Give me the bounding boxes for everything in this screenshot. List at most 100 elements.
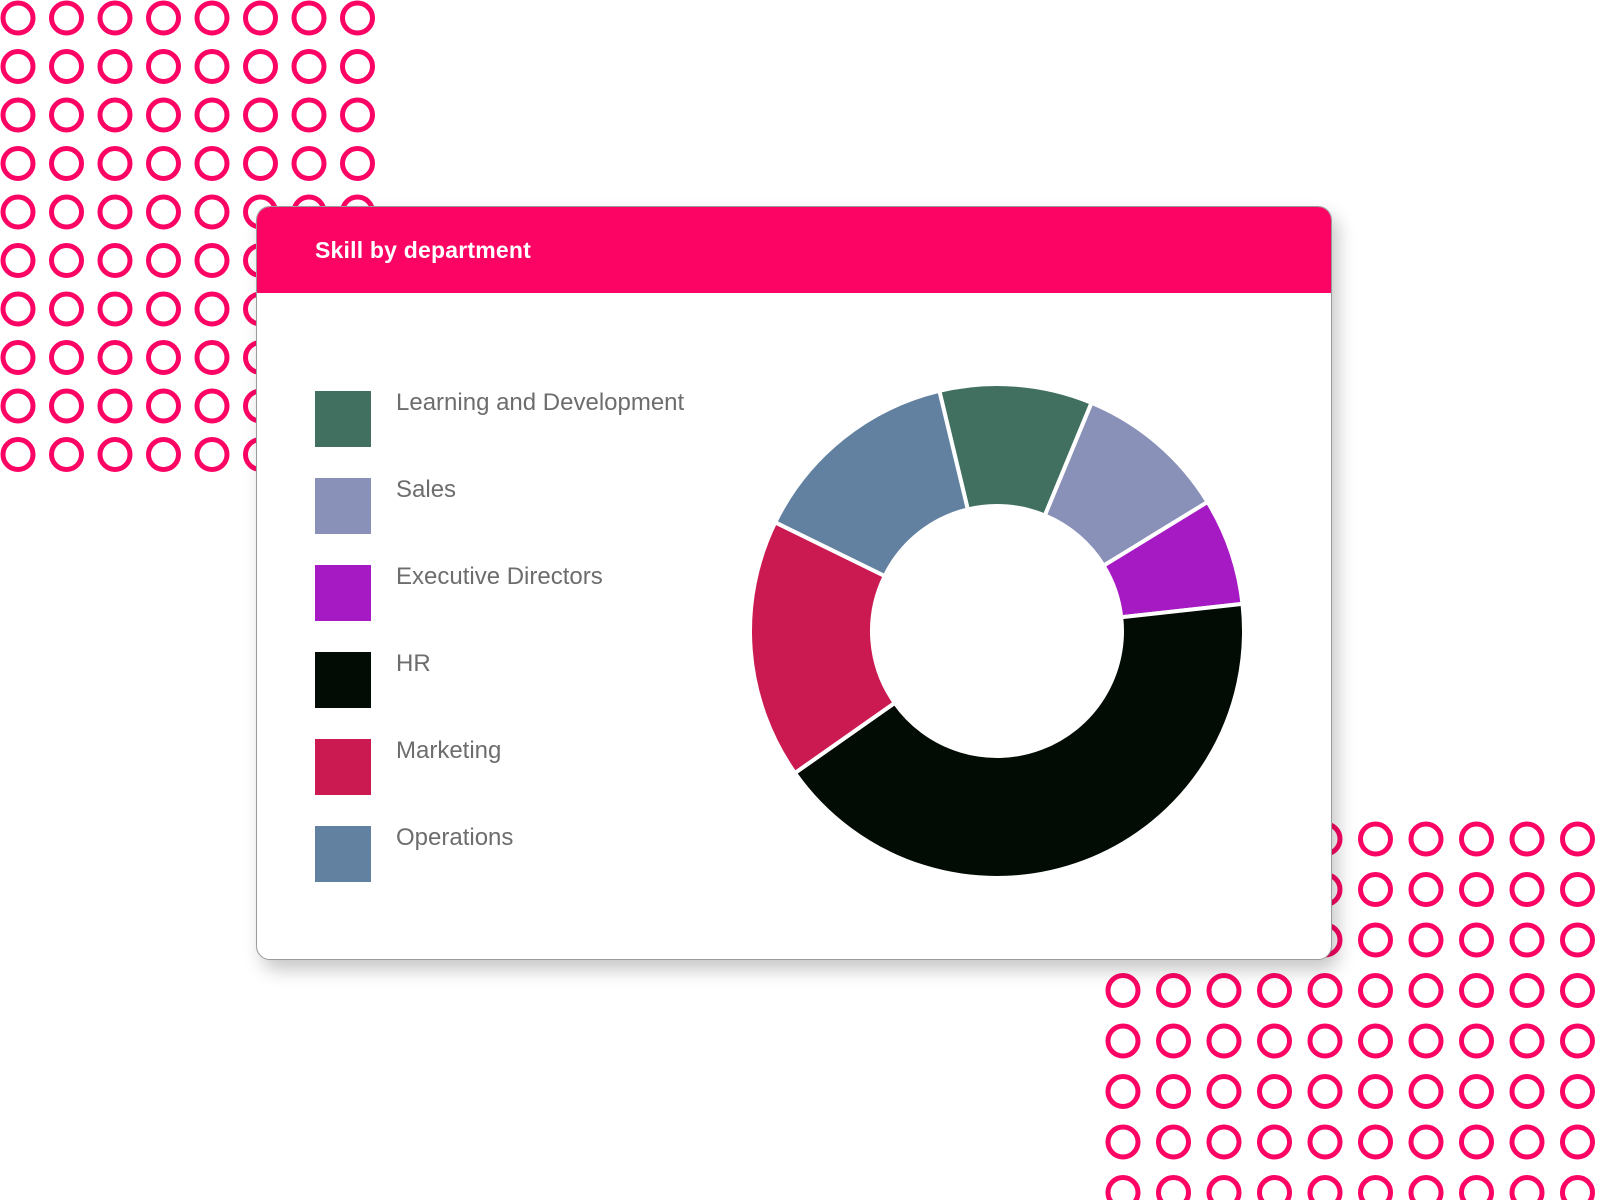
dot-bottom-right-ring xyxy=(1408,1124,1444,1160)
card-header: Skill by department xyxy=(257,207,1331,293)
dot-bottom-right-ring xyxy=(1560,872,1595,907)
dot-top-left-ring xyxy=(340,97,375,133)
dot-bottom-right-ring xyxy=(1257,973,1292,1008)
dot-bottom-right-ring xyxy=(1358,1124,1393,1160)
dot-bottom-right-ring xyxy=(1156,1124,1191,1160)
dot-bottom-right-ring xyxy=(1459,1175,1494,1200)
dot-top-left-ring xyxy=(340,49,375,84)
dot-bottom-right-ring xyxy=(1459,872,1494,907)
dot-top-left-ring xyxy=(49,97,84,133)
legend-swatch xyxy=(315,478,371,534)
dot-bottom-right-ring xyxy=(1459,922,1494,958)
dot-bottom-right-ring xyxy=(1560,1074,1595,1109)
dot-top-left-ring xyxy=(146,97,181,133)
dot-top-left-ring xyxy=(194,243,230,278)
dot-bottom-right-ring xyxy=(1358,1074,1393,1109)
dot-bottom-right-ring xyxy=(1459,1023,1494,1059)
dot-top-left-ring xyxy=(49,194,84,230)
dot-top-left-ring xyxy=(0,194,36,230)
dot-top-left-ring xyxy=(243,49,278,84)
dot-bottom-right-ring xyxy=(1509,1124,1545,1160)
dot-bottom-right-ring xyxy=(1307,973,1343,1008)
dot-bottom-right-ring xyxy=(1509,973,1545,1008)
dot-bottom-right-ring xyxy=(1560,1124,1595,1160)
dot-top-left-ring xyxy=(0,0,36,36)
dot-bottom-right-ring xyxy=(1509,821,1545,857)
legend-label: Marketing xyxy=(396,737,502,764)
dot-bottom-right-ring xyxy=(1156,1175,1191,1200)
dot-top-left-ring xyxy=(0,97,36,133)
dot-top-left-ring xyxy=(243,146,278,181)
dot-top-left-ring xyxy=(146,340,181,375)
dot-top-left-ring xyxy=(291,146,327,181)
dot-bottom-right-ring xyxy=(1156,1023,1191,1059)
dot-bottom-right-ring xyxy=(1206,973,1242,1008)
dot-top-left-ring xyxy=(146,194,181,230)
dot-bottom-right-ring xyxy=(1509,1175,1545,1200)
dot-top-left-ring xyxy=(49,291,84,327)
dot-top-left-ring xyxy=(0,146,36,181)
dot-bottom-right-ring xyxy=(1408,973,1444,1008)
dot-top-left-ring xyxy=(97,49,133,84)
dot-top-left-ring xyxy=(49,340,84,375)
dot-bottom-right-ring xyxy=(1257,1023,1292,1059)
dot-top-left-ring xyxy=(194,388,230,424)
dot-top-left-ring xyxy=(243,0,278,36)
dot-top-left-ring xyxy=(194,340,230,375)
dot-top-left-ring xyxy=(194,291,230,327)
dot-bottom-right-ring xyxy=(1408,1023,1444,1059)
dot-top-left-ring xyxy=(291,0,327,36)
dot-top-left-ring xyxy=(194,49,230,84)
dot-top-left-ring xyxy=(49,146,84,181)
legend-swatch xyxy=(315,565,371,621)
dot-bottom-right-ring xyxy=(1560,922,1595,958)
legend-label: Sales xyxy=(396,476,457,503)
dot-top-left-ring xyxy=(146,49,181,84)
dot-bottom-right-ring xyxy=(1105,1023,1141,1059)
dot-bottom-right-ring xyxy=(1459,1074,1494,1109)
dot-top-left-ring xyxy=(97,340,133,375)
chart-card: Skill by department Learning and Develop… xyxy=(256,206,1332,960)
legend-swatch xyxy=(315,391,371,447)
dot-bottom-right-ring xyxy=(1459,973,1494,1008)
dot-bottom-right-ring xyxy=(1105,973,1141,1008)
dot-top-left-ring xyxy=(194,0,230,36)
dot-bottom-right-ring xyxy=(1560,1023,1595,1059)
dot-top-left-ring xyxy=(49,0,84,36)
dot-bottom-right-ring xyxy=(1408,821,1444,857)
legend-label: Operations xyxy=(396,824,514,851)
donut-slice xyxy=(748,520,897,776)
dot-bottom-right-ring xyxy=(1105,1074,1141,1109)
dot-bottom-right-ring xyxy=(1257,1074,1292,1109)
legend-label: Learning and Development xyxy=(396,389,685,416)
dot-top-left-ring xyxy=(0,437,36,472)
dot-bottom-right-ring xyxy=(1307,1175,1343,1200)
dot-bottom-right-ring xyxy=(1257,1175,1292,1200)
dot-bottom-right-ring xyxy=(1206,1124,1242,1160)
dot-bottom-right-ring xyxy=(1307,1124,1343,1160)
dot-top-left-ring xyxy=(49,437,84,472)
dot-bottom-right-ring xyxy=(1509,1023,1545,1059)
dot-bottom-right-ring xyxy=(1408,872,1444,907)
dot-bottom-right-ring xyxy=(1358,1175,1393,1200)
dot-bottom-right-ring xyxy=(1560,973,1595,1008)
dot-bottom-right-ring xyxy=(1358,872,1393,907)
dot-top-left-ring xyxy=(0,291,36,327)
dot-top-left-ring xyxy=(194,97,230,133)
dot-bottom-right-ring xyxy=(1206,1074,1242,1109)
dot-top-left-ring xyxy=(194,194,230,230)
dot-top-left-ring xyxy=(146,388,181,424)
dot-bottom-right-ring xyxy=(1358,821,1393,857)
dot-top-left-ring xyxy=(194,146,230,181)
dot-bottom-right-ring xyxy=(1206,1023,1242,1059)
donut-slice xyxy=(773,388,970,579)
dot-bottom-right-ring xyxy=(1408,1074,1444,1109)
donut-slice xyxy=(792,601,1246,880)
dot-bottom-right-ring xyxy=(1408,922,1444,958)
dot-top-left-ring xyxy=(97,0,133,36)
dot-top-left-ring xyxy=(97,291,133,327)
dot-top-left-ring xyxy=(291,49,327,84)
dot-bottom-right-ring xyxy=(1105,1124,1141,1160)
dot-top-left-ring xyxy=(97,194,133,230)
